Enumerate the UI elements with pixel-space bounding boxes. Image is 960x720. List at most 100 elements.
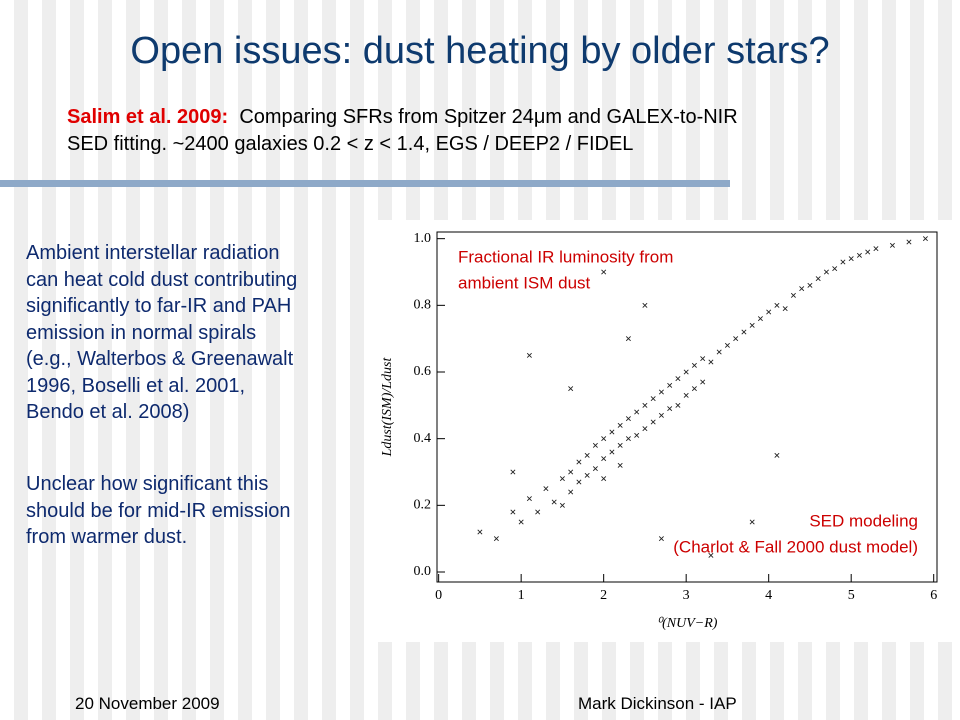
citation-text: SED fitting. ~2400 galaxies 0.2 < z < 1.… xyxy=(67,133,634,155)
paragraph: Ambient interstellar radiation can heat c… xyxy=(26,240,297,426)
scatter-point xyxy=(634,409,640,415)
scatter-point xyxy=(716,349,722,355)
y-tick-label: 0.6 xyxy=(414,364,432,379)
scatter-point xyxy=(642,426,648,432)
scatter-point xyxy=(551,499,557,505)
scatter-point xyxy=(559,502,565,508)
scatter-point xyxy=(658,536,664,542)
scatter-point xyxy=(708,552,714,558)
scatter-point xyxy=(625,336,631,342)
plot-frame xyxy=(436,231,938,583)
scatter-point xyxy=(675,402,681,408)
citation-author: Salim et al. 2009: xyxy=(67,106,229,128)
x-tick-label: 1 xyxy=(518,588,525,603)
x-axis-label: ⁰(NUV−R) xyxy=(657,616,718,631)
scatter-point xyxy=(807,282,813,288)
text-line: emission in normal spirals xyxy=(26,321,257,344)
scatter-point xyxy=(724,342,730,348)
scatter-point xyxy=(683,392,689,398)
scatter-point xyxy=(848,256,854,262)
scatter-point xyxy=(749,519,755,525)
citation-text: Comparing SFRs from Spitzer 24μm and GAL… xyxy=(239,106,738,128)
text-line: should be for mid-IR emission xyxy=(26,499,291,522)
scatter-point xyxy=(658,389,664,395)
slide-title: Open issues: dust heating by older stars… xyxy=(130,30,830,72)
scatter-point xyxy=(601,456,607,462)
scatter-point xyxy=(823,269,829,275)
scatter-point xyxy=(609,449,615,455)
scatter-point xyxy=(815,276,821,282)
scatter-point xyxy=(617,442,623,448)
scatter-point xyxy=(584,472,590,478)
chart: 0 1 2 3 4 5 6 0.0 0.2 0.4 0.6 0.8 1.0 ⁰(NUV−R) Ldust(I… xyxy=(368,220,952,642)
scatter-point xyxy=(493,536,499,542)
text-line: can heat cold dust contributing xyxy=(26,268,298,291)
scatter-point xyxy=(568,469,574,475)
chart-background xyxy=(368,220,952,642)
y-tick-label: 0.0 xyxy=(414,564,432,579)
text-line: Bendo et al. 2008) xyxy=(26,401,190,423)
x-tick-label: 3 xyxy=(683,588,690,603)
scatter-point xyxy=(642,302,648,308)
x-tick-label: 5 xyxy=(848,588,855,603)
scatter-point xyxy=(526,352,532,358)
scatter-point xyxy=(749,322,755,328)
scatter-point xyxy=(741,329,747,335)
x-tick-label: 0 xyxy=(435,588,442,603)
scatter-point xyxy=(856,252,862,258)
y-axis-label: Ldust(ISM)/Ldust xyxy=(380,357,395,458)
scatter-point xyxy=(518,519,524,525)
scatter-point xyxy=(559,476,565,482)
footer-date: 20 November 2009 xyxy=(75,694,220,713)
scatter-point xyxy=(617,422,623,428)
y-tick-label: 1.0 xyxy=(414,231,432,246)
scatter-point xyxy=(576,479,582,485)
scatter-point xyxy=(601,476,607,482)
text-line: Unclear how significant this xyxy=(26,473,269,495)
scatter-point xyxy=(592,442,598,448)
scatter-point xyxy=(700,379,706,385)
y-tick-label: 0.8 xyxy=(414,298,432,313)
scatter-point xyxy=(782,306,788,312)
scatter-point xyxy=(568,386,574,392)
text-line: significantly to far-IR and PAH xyxy=(26,295,292,317)
text-line: Ambient interstellar radiation xyxy=(26,242,280,264)
scatter-point xyxy=(667,382,673,388)
scatter-point xyxy=(832,266,838,272)
scatter-point xyxy=(625,416,631,422)
scatter-point xyxy=(700,356,706,362)
text-line: 1996, Boselli et al. 2001, xyxy=(26,374,246,397)
scatter-point xyxy=(617,462,623,468)
annotation: (Charlot & Fall 2000 dust model) xyxy=(673,537,918,556)
scatter-point xyxy=(906,239,912,245)
scatter-point xyxy=(683,369,689,375)
scatter-point xyxy=(625,436,631,442)
scatter-point xyxy=(601,269,607,275)
scatter-point xyxy=(922,236,928,242)
scatter-point xyxy=(691,362,697,368)
scatter-point xyxy=(634,432,640,438)
annotation: ambient ISM dust xyxy=(458,273,591,292)
scatter-point xyxy=(576,459,582,465)
divider xyxy=(0,180,730,187)
scatter-point xyxy=(584,452,590,458)
scatter-point xyxy=(642,402,648,408)
scatter-point xyxy=(733,336,739,342)
scatter-point xyxy=(568,489,574,495)
scatter-point xyxy=(650,396,656,402)
scatter-point xyxy=(766,309,772,315)
scatter-point xyxy=(510,509,516,515)
scatter-point xyxy=(609,429,615,435)
citation: Salim et al. 2009: Comparing SFRs from S… xyxy=(67,104,738,158)
text-line: (e.g., Walterbos & Greenawalt xyxy=(26,348,294,370)
scatter-point xyxy=(774,302,780,308)
scatter-point xyxy=(543,486,549,492)
scatter-point xyxy=(592,466,598,472)
scatter-point xyxy=(601,436,607,442)
x-tick-label: 4 xyxy=(765,588,772,603)
scatter-point xyxy=(650,419,656,425)
footer-author: Mark Dickinson - IAP xyxy=(578,694,737,713)
y-tick-label: 0.2 xyxy=(414,498,432,513)
scatter-point xyxy=(865,249,871,255)
